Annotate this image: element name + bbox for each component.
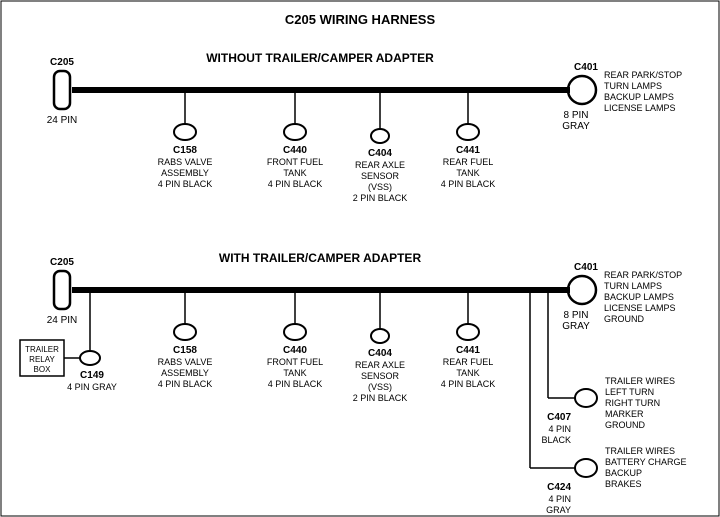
drop-connector xyxy=(284,124,306,140)
relay-box-label: BOX xyxy=(34,365,52,374)
connector-desc: REAR FUEL xyxy=(443,157,494,167)
pin-label: 24 PIN xyxy=(47,315,78,326)
connector-desc: 4 PIN BLACK xyxy=(441,179,496,189)
connector-label: C404 xyxy=(368,348,392,359)
pin-label: BLACK xyxy=(541,435,571,445)
wire-label: BACKUP LAMPS xyxy=(604,292,674,302)
pin-label: 24 PIN xyxy=(47,115,78,126)
pin-label: 4 PIN GRAY xyxy=(67,382,117,392)
section-subtitle: WITH TRAILER/CAMPER ADAPTER xyxy=(219,251,422,265)
connector-desc: FRONT FUEL xyxy=(267,357,323,367)
pin-label: 8 PIN xyxy=(563,110,588,121)
pin-label: GRAY xyxy=(562,321,590,332)
connector-desc: 4 PIN BLACK xyxy=(268,179,323,189)
connector-label: C401 xyxy=(574,62,598,73)
connector-label: C404 xyxy=(368,148,392,159)
connector-desc: TANK xyxy=(456,168,479,178)
connector-label: C149 xyxy=(80,370,104,381)
wire-label: BACKUP LAMPS xyxy=(604,92,674,102)
connector-desc: REAR FUEL xyxy=(443,357,494,367)
connector-desc: RABS VALVE xyxy=(158,357,213,367)
connector-label: C441 xyxy=(456,345,480,356)
wire-label: BACKUP xyxy=(605,468,642,478)
wire-label: LEFT TURN xyxy=(605,387,654,397)
connector-desc: 4 PIN BLACK xyxy=(158,379,213,389)
pin-label: GRAY xyxy=(546,505,571,515)
connector-c149 xyxy=(80,351,100,365)
connector-desc: 4 PIN BLACK xyxy=(158,179,213,189)
connector-desc: ASSEMBLY xyxy=(161,168,209,178)
drop-connector xyxy=(371,329,389,343)
connector-desc: TANK xyxy=(283,368,306,378)
drop-connector xyxy=(457,124,479,140)
drop-connector xyxy=(284,324,306,340)
connector-label: C158 xyxy=(173,145,197,156)
connector-c401 xyxy=(568,276,596,304)
connector-label: C205 xyxy=(50,57,74,68)
connector-label: C441 xyxy=(456,145,480,156)
connector-desc: 4 PIN BLACK xyxy=(441,379,496,389)
diagram-title: C205 WIRING HARNESS xyxy=(285,12,436,27)
relay-box-label: RELAY xyxy=(29,355,55,364)
connector-desc: RABS VALVE xyxy=(158,157,213,167)
connector-c205 xyxy=(54,271,70,309)
connector-desc: 4 PIN BLACK xyxy=(268,379,323,389)
wire-label: TRAILER WIRES xyxy=(605,446,675,456)
connector-desc: 2 PIN BLACK xyxy=(353,393,408,403)
right-drop-connector xyxy=(575,389,597,407)
connector-desc: (VSS) xyxy=(368,182,392,192)
wire-label: MARKER xyxy=(605,409,644,419)
drop-connector xyxy=(174,324,196,340)
pin-label: 4 PIN xyxy=(548,494,571,504)
pin-label: 8 PIN xyxy=(563,310,588,321)
wiring-diagram: C205 WIRING HARNESS WITHOUT TRAILER/CAMPE… xyxy=(0,0,720,517)
drop-connector xyxy=(457,324,479,340)
connector-label: C440 xyxy=(283,345,307,356)
wire-label: TURN LAMPS xyxy=(604,81,662,91)
connector-desc: (VSS) xyxy=(368,382,392,392)
wire-label: RIGHT TURN xyxy=(605,398,660,408)
relay-box-label: TRAILER xyxy=(25,345,59,354)
pin-label: 4 PIN xyxy=(548,424,571,434)
connector-desc: SENSOR xyxy=(361,371,400,381)
drop-connector xyxy=(371,129,389,143)
connector-label: C407 xyxy=(547,412,571,423)
connector-label: C440 xyxy=(283,145,307,156)
wire-label: GROUND xyxy=(604,314,644,324)
right-drop-connector xyxy=(575,459,597,477)
connector-label: C424 xyxy=(547,482,571,493)
wire-label: REAR PARK/STOP xyxy=(604,270,682,280)
connector-label: C205 xyxy=(50,257,74,268)
connector-desc: FRONT FUEL xyxy=(267,157,323,167)
connector-c205 xyxy=(54,71,70,109)
connector-desc: REAR AXLE xyxy=(355,360,405,370)
connector-c401 xyxy=(568,76,596,104)
connector-desc: 2 PIN BLACK xyxy=(353,193,408,203)
drop-connector xyxy=(174,124,196,140)
connector-label: C158 xyxy=(173,345,197,356)
wire-label: TRAILER WIRES xyxy=(605,376,675,386)
wire-label: TURN LAMPS xyxy=(604,281,662,291)
wire-label: LICENSE LAMPS xyxy=(604,303,676,313)
connector-desc: ASSEMBLY xyxy=(161,368,209,378)
connector-desc: TANK xyxy=(456,368,479,378)
connector-desc: REAR AXLE xyxy=(355,160,405,170)
pin-label: GRAY xyxy=(562,121,590,132)
wire-label: GROUND xyxy=(605,420,645,430)
section-subtitle: WITHOUT TRAILER/CAMPER ADAPTER xyxy=(206,51,434,65)
connector-desc: TANK xyxy=(283,168,306,178)
connector-desc: SENSOR xyxy=(361,171,400,181)
connector-label: C401 xyxy=(574,262,598,273)
wire-label: BRAKES xyxy=(605,479,642,489)
wire-label: BATTERY CHARGE xyxy=(605,457,687,467)
wire-label: LICENSE LAMPS xyxy=(604,103,676,113)
wire-label: REAR PARK/STOP xyxy=(604,70,682,80)
